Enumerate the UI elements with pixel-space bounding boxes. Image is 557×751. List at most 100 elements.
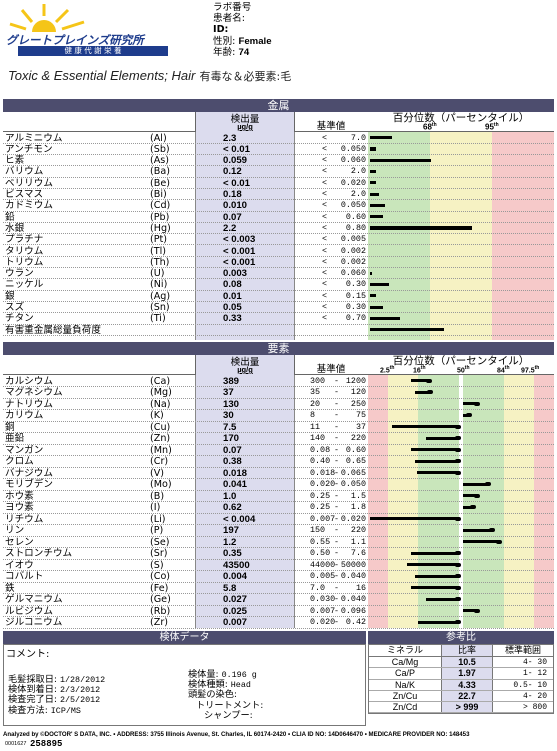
toxic-total-label: 有害重金属総量負荷度 bbox=[5, 324, 101, 336]
percentile-bar bbox=[416, 471, 460, 475]
element-name: ジルコニウム bbox=[5, 617, 63, 628]
essential-row: イオウ (S) 43500 44000-50000 bbox=[3, 559, 554, 571]
reference-dash: - bbox=[334, 594, 340, 604]
percentile-bar bbox=[463, 540, 501, 544]
element-name: リン bbox=[5, 525, 25, 536]
reference-high: 0.040 bbox=[340, 594, 366, 604]
comment-label: コメント: bbox=[6, 649, 50, 660]
percentile-bar bbox=[370, 517, 460, 521]
reference-high: 0.050 bbox=[340, 479, 366, 489]
toxic-row: カドミウム (Cd) 0.010 <0.050 bbox=[3, 200, 554, 212]
ratio-value: > 999 bbox=[441, 702, 493, 713]
element-symbol: (Rb) bbox=[150, 605, 171, 617]
ratio-value: 10.5 bbox=[441, 657, 493, 668]
element-symbol: (Ca) bbox=[150, 375, 171, 387]
element-name: マンガン bbox=[5, 444, 44, 456]
essential-col-result: 検出量 bbox=[230, 357, 260, 368]
essential-row: モリブデン (Mo) 0.041 0.020-0.050 bbox=[3, 479, 554, 491]
essential-row: 亜鉛 (Zn) 170 140-220 bbox=[3, 433, 554, 445]
reference-limit: 0.60 bbox=[345, 211, 366, 222]
reference-high: 120 bbox=[350, 387, 366, 397]
result-value: 43500 bbox=[223, 559, 250, 571]
reference-high: 0.42 bbox=[345, 617, 366, 627]
essential-tick-50: 50th bbox=[457, 365, 470, 375]
reference-high: 1200 bbox=[345, 375, 366, 386]
reference-low: 300 bbox=[310, 375, 326, 386]
element-symbol: (Na) bbox=[150, 398, 171, 410]
ratios-col-range: 標準範囲 bbox=[504, 646, 541, 656]
ratio-range: 4- 20 bbox=[522, 691, 547, 701]
reference-low: 0.55 bbox=[310, 536, 331, 547]
reference-limit: 0.80 bbox=[345, 222, 366, 233]
toxic-zones bbox=[368, 132, 554, 340]
element-name: カルシウム bbox=[5, 375, 53, 387]
element-name: カドミウム bbox=[5, 200, 53, 212]
reference-limit: 2.0 bbox=[350, 166, 366, 177]
element-symbol: (Sn) bbox=[150, 302, 170, 313]
age-value: 74 bbox=[238, 46, 250, 58]
element-symbol: (Cd) bbox=[150, 200, 171, 212]
result-value: 2.2 bbox=[223, 222, 237, 234]
reference-high: 7.6 bbox=[350, 548, 366, 558]
toxic-row: ニッケル (Ni) 0.08 <0.30 bbox=[3, 279, 554, 291]
reference-low: 44000 bbox=[310, 559, 336, 570]
specimen-left: 毛髪採取日: 1/28/2012 検体到着日: 2/3/2012 検査完了日: … bbox=[8, 674, 105, 716]
reference-low: 0.08 bbox=[310, 444, 331, 455]
type-value: Head bbox=[230, 680, 251, 691]
report-title-en: Toxic & Essential Elements; Hair bbox=[8, 68, 196, 83]
ratio-range: > 800 bbox=[522, 703, 547, 713]
result-value: 1.2 bbox=[223, 536, 237, 548]
result-value: < 0.003 bbox=[223, 234, 256, 246]
percentile-marker bbox=[485, 482, 492, 487]
result-value: 170 bbox=[223, 433, 240, 444]
element-symbol: (Al) bbox=[150, 132, 167, 144]
ratio-pair: Ca/Mg bbox=[391, 657, 419, 667]
element-symbol: (Zr) bbox=[150, 617, 169, 628]
reference-limit: 0.050 bbox=[340, 200, 366, 211]
essential-row: ジルコニウム (Zr) 0.007 0.020-0.42 bbox=[3, 617, 554, 629]
percentile-bar bbox=[407, 563, 460, 567]
percentile-bar bbox=[370, 271, 372, 275]
percentile-marker bbox=[455, 424, 462, 429]
percentile-marker bbox=[455, 620, 462, 625]
essential-row: ホウ素 (B) 1.0 0.25-1.5 bbox=[3, 490, 554, 502]
element-name: アンチモン bbox=[5, 143, 53, 155]
toxic-row: ベリリウム (Be) < 0.01 <0.020 bbox=[3, 178, 554, 189]
result-value: 0.004 bbox=[223, 571, 248, 582]
element-name: ウラン bbox=[5, 268, 34, 280]
percentile-bar bbox=[370, 305, 384, 309]
reference-high: 0.60 bbox=[345, 444, 366, 455]
reference-high: 0.020 bbox=[340, 513, 366, 524]
result-value: 389 bbox=[223, 375, 240, 387]
reference-low: 0.030 bbox=[310, 594, 336, 604]
element-name: プラチナ bbox=[5, 234, 44, 246]
toxic-col-ref: 基準値 bbox=[316, 121, 346, 132]
element-name: 水銀 bbox=[5, 222, 25, 234]
result-value: 30 bbox=[223, 410, 234, 421]
element-symbol: (Ti) bbox=[150, 313, 166, 325]
percentile-bar bbox=[463, 482, 490, 486]
color-label: 頭髪の染色: bbox=[188, 689, 238, 701]
ratio-row: Zn/Cu 22.7 4- 20 bbox=[369, 690, 553, 703]
footer-number: 258895 bbox=[30, 739, 63, 749]
percentile-bar bbox=[370, 136, 393, 140]
lt-sign: < bbox=[322, 177, 328, 188]
essential-row: ゲルマニウム (Ge) 0.027 0.030-0.040 bbox=[3, 594, 554, 606]
reference-low: 0.005 bbox=[310, 571, 336, 581]
element-name: 銅 bbox=[5, 421, 15, 433]
essential-row: マグネシウム (Mg) 37 35 -120 bbox=[3, 387, 554, 399]
percentile-bar bbox=[370, 203, 385, 208]
reference-dash: - bbox=[334, 502, 340, 512]
report-title: Toxic & Essential Elements; Hair 有毒な＆必要素… bbox=[8, 68, 291, 84]
essential-row: ルビジウム (Rb) 0.025 0.007-0.096 bbox=[3, 605, 554, 617]
lt-sign: < bbox=[322, 245, 328, 256]
ratio-rows: Ca/Mg 10.5 4- 30 Ca/P 1.97 1- 12 Na/K 4.33 0.5- … bbox=[369, 657, 553, 714]
percentile-marker bbox=[455, 597, 462, 602]
percentile-bar bbox=[410, 379, 430, 383]
percentile-bar bbox=[410, 551, 460, 555]
reference-low: 0.25 bbox=[310, 490, 331, 501]
reference-dash: - bbox=[334, 410, 340, 420]
element-name: イオウ bbox=[5, 559, 34, 571]
reference-high: 0.040 bbox=[340, 571, 366, 581]
element-symbol: (Co) bbox=[150, 571, 171, 582]
